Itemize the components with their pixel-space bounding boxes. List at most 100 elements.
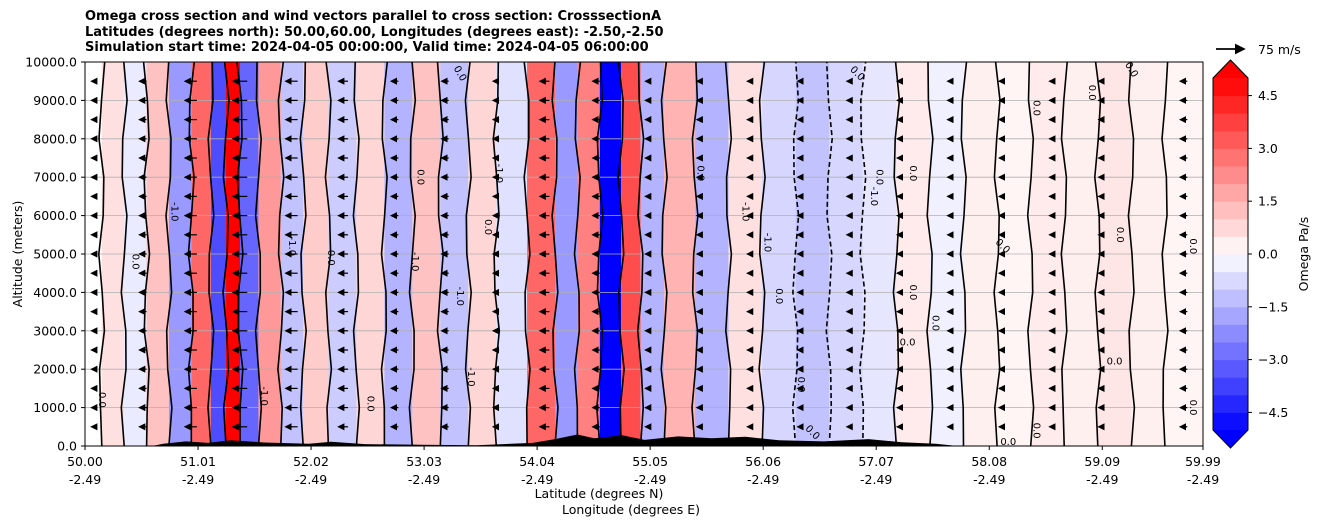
- contour-line: [858, 62, 867, 446]
- colorbar-segment: [1213, 394, 1248, 413]
- contour-label: 0.0: [1000, 437, 1016, 448]
- x-tick-label-lat: 52.02: [293, 454, 329, 469]
- colorbar-segment: [1213, 289, 1248, 308]
- contour-line: [1060, 62, 1068, 446]
- contour-label: -1.0: [169, 202, 180, 222]
- colorbar-segment: [1213, 148, 1248, 167]
- contour-label: -1.0: [454, 286, 465, 306]
- colorbar-segment: [1213, 342, 1248, 361]
- x-tick-label-lon: -2.49: [634, 472, 666, 487]
- contour-label: -1.0: [493, 164, 504, 184]
- contour-line: [120, 62, 128, 446]
- x-tick-label-lat: 51.01: [180, 454, 216, 469]
- title-line-1: Omega cross section and wind vectors par…: [85, 9, 662, 24]
- contour-line: [636, 62, 645, 446]
- colorbar-tick-label: 1.5: [1258, 194, 1278, 209]
- contour-line: [1026, 62, 1035, 446]
- y-tick-label: 5000.0: [33, 247, 77, 262]
- colorbar-segment: [1213, 324, 1248, 343]
- x-tick-label-lon: -2.49: [69, 472, 101, 487]
- contour-label: 0.0: [773, 288, 784, 304]
- y-tick-label: 8000.0: [33, 131, 77, 146]
- quiver-key: 75 m/s: [1216, 42, 1301, 57]
- colorbar-segment: [1213, 201, 1248, 220]
- contour-label: 0.0: [415, 169, 426, 185]
- y-tick-label: 1000.0: [33, 400, 77, 415]
- colorbar-segment: [1213, 183, 1248, 202]
- x-tick-label-lat: 58.08: [971, 454, 1007, 469]
- colorbar-segment: [1213, 306, 1248, 325]
- contour-line: [959, 62, 968, 446]
- contour-label: 0.0: [1107, 357, 1123, 368]
- contour-label: 0.0: [325, 250, 336, 266]
- contour-line: [207, 62, 215, 446]
- x-axis-label-longitude: Longitude (degrees E): [562, 502, 700, 517]
- colorbar-segment: [1213, 236, 1248, 255]
- contour-line: [165, 62, 173, 446]
- colorbar-tick-label: 3.0: [1258, 141, 1278, 156]
- contour-line: [791, 62, 800, 446]
- colorbar-bottom-extend: [1213, 430, 1248, 448]
- contour-line: [352, 62, 361, 446]
- x-tick-label-lat: 53.03: [406, 454, 442, 469]
- x-axis-label-latitude: Latitude (degrees N): [535, 486, 664, 501]
- contour-line: [926, 62, 934, 446]
- contour-line: [691, 62, 699, 446]
- title-line-3: Simulation start time: 2024-04-05 00:00:…: [85, 40, 649, 55]
- contour-label: -1.0: [465, 367, 476, 387]
- colorbar-segment: [1213, 78, 1248, 97]
- contour-line: [523, 62, 531, 446]
- x-tick-label-lon: -2.49: [1086, 472, 1118, 487]
- contour-line: [573, 62, 582, 446]
- contour-label: -1.0: [409, 252, 420, 272]
- contour-line: [299, 62, 308, 446]
- contour-label: -1.0: [258, 386, 269, 406]
- contour-line: [380, 62, 389, 446]
- colorbar-segment: [1213, 95, 1248, 114]
- x-tick-label-lat: 56.06: [745, 454, 781, 469]
- terrain-profile: [85, 434, 1203, 446]
- x-tick-label-lat: 59.09: [1084, 454, 1120, 469]
- y-tick-label: 6000.0: [33, 208, 77, 223]
- colorbar-segment: [1213, 166, 1248, 185]
- quiver-key-label: 75 m/s: [1258, 42, 1301, 57]
- y-axis-label: Altitude (meters): [10, 201, 25, 308]
- x-tick-label-lat: 59.99: [1185, 454, 1221, 469]
- x-tick-label-lon: -2.49: [860, 472, 892, 487]
- colorbar: 4.5 3.0 1.5 0.0 −1.5 −3.0 −4.5: [1212, 59, 1288, 449]
- contour-line: [254, 62, 263, 446]
- contour-label: 0.0: [129, 254, 140, 270]
- contour-label: 0.0: [695, 165, 706, 181]
- x-tick-label-lat: 57.07: [858, 454, 894, 469]
- x-tick-label-lon: -2.49: [182, 472, 214, 487]
- contour-label: 0.0: [1030, 100, 1041, 116]
- x-tick-label-lon: -2.49: [747, 472, 779, 487]
- contour-label: 0.0: [1187, 400, 1198, 416]
- contour-label: -1.0: [868, 187, 879, 207]
- contour-line: [660, 62, 668, 446]
- colorbar-label: Omega Pa/s: [1296, 217, 1311, 292]
- contour-label: -1.0: [286, 237, 297, 257]
- contour-label: 0.0: [907, 284, 918, 300]
- colorbar-segment: [1213, 254, 1248, 273]
- colorbar-tick-label: −1.5: [1258, 299, 1288, 314]
- colorbar-top-extend: [1213, 60, 1248, 78]
- x-tick-label-lon: -2.49: [408, 472, 440, 487]
- contour-line: [97, 62, 106, 446]
- contour-line: [758, 62, 766, 446]
- y-tick-label: 3000.0: [33, 323, 77, 338]
- y-tick-label: 2000.0: [33, 362, 77, 377]
- x-axis: 50.00 -2.49 51.01 -2.49 52.02 -2.49 53.03 -2.49…: [67, 446, 1221, 487]
- colorbar-segment: [1213, 359, 1248, 378]
- y-tick-label: 4000.0: [33, 285, 77, 300]
- contour-label: 0.0: [364, 396, 375, 412]
- colorbar-segment: [1213, 412, 1248, 431]
- y-axis: 0.0 1000.0 2000.0 3000.0 4000.0 5000.0 6000.0 7…: [25, 55, 85, 454]
- title-line-2: Latitudes (degrees north): 50.00,60.00, …: [85, 24, 664, 40]
- contour-label: 0.0: [1086, 85, 1097, 101]
- contour-line: [464, 62, 473, 446]
- colorbar-tick-label: 4.5: [1258, 88, 1278, 103]
- contour-label: 0.0: [1030, 423, 1041, 439]
- contour-label: 0.0: [900, 337, 916, 348]
